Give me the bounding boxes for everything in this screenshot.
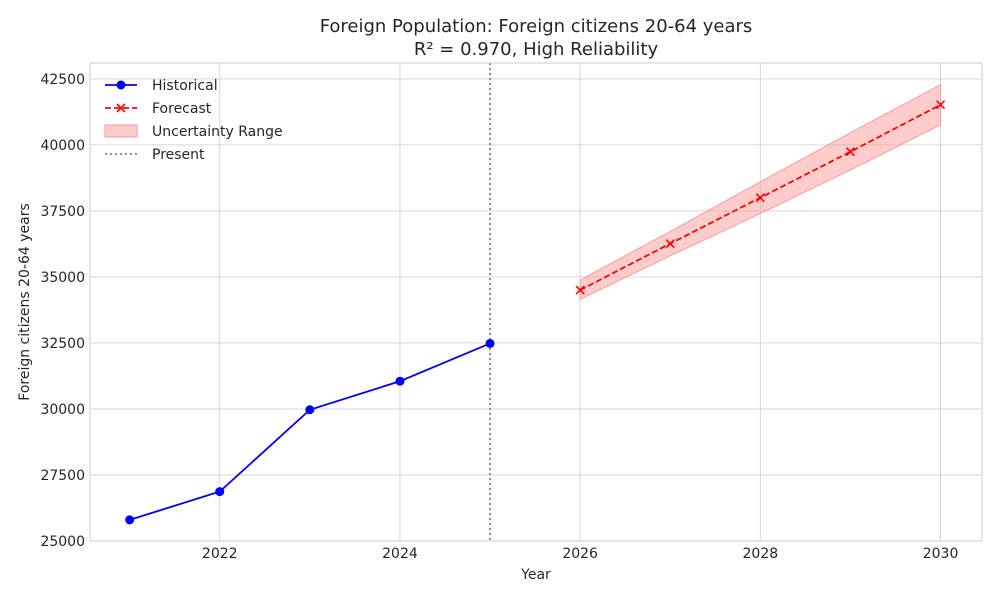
- legend-label-uncertainty: Uncertainty Range: [152, 124, 283, 140]
- legend-item-historical: Historical: [105, 78, 218, 94]
- series-line-historical: [129, 342, 491, 521]
- legend-item-forecast: Forecast: [105, 101, 212, 117]
- series-markers: [125, 100, 946, 525]
- legend-item-present: Present: [105, 147, 205, 163]
- legend-x-marker: [116, 103, 126, 113]
- legend: Historical Forecast Uncertainty Range Pr…: [104, 78, 283, 163]
- y-tick-label: 30000: [40, 402, 85, 418]
- legend-label-historical: Historical: [152, 78, 218, 94]
- data-point-historical: [305, 405, 315, 415]
- chart-subtitle: R² = 0.970, High Reliability: [414, 39, 659, 60]
- data-point-historical: [395, 376, 405, 386]
- data-point-forecast: [575, 285, 585, 295]
- data-point-forecast: [665, 239, 675, 249]
- y-tick-label: 42500: [40, 72, 85, 88]
- x-axis-label: Year: [520, 567, 551, 583]
- x-tick-label: 2028: [743, 546, 779, 562]
- x-tick-label: 2026: [562, 546, 598, 562]
- data-point-historical: [125, 515, 135, 525]
- uncertainty-area: [579, 83, 942, 301]
- x-tick-label: 2030: [923, 546, 959, 562]
- y-tick-label: 35000: [40, 270, 85, 286]
- uncertainty-band: [579, 83, 942, 301]
- y-tick-label: 25000: [40, 534, 85, 550]
- y-tick-label: 37500: [40, 204, 85, 220]
- data-point-historical: [215, 487, 225, 497]
- legend-label-present: Present: [152, 147, 205, 163]
- y-tick-label: 40000: [40, 138, 85, 154]
- y-tick-label: 27500: [40, 468, 85, 484]
- legend-item-uncertainty: Uncertainty Range: [104, 124, 283, 140]
- legend-label-forecast: Forecast: [152, 101, 212, 117]
- x-tick-label: 2024: [382, 546, 418, 562]
- tick-labels: 2022 2024 2026 2028 2030 25000 27500 30000 32500…: [40, 72, 958, 562]
- data-point-forecast: [755, 193, 765, 203]
- x-tick-label: 2022: [202, 546, 238, 562]
- y-tick-label: 32500: [40, 336, 85, 352]
- data-point-forecast: [935, 100, 946, 110]
- plot-frame: [89, 62, 983, 542]
- legend-circle-marker: [116, 80, 126, 90]
- chart-title: Foreign Population: Foreign citizens 20-…: [320, 16, 753, 37]
- data-point-forecast: [845, 147, 856, 157]
- y-axis-label: Foreign citizens 20-64 years: [17, 203, 33, 400]
- data-point-historical: [485, 338, 495, 348]
- legend-uncertainty-swatch: [104, 124, 138, 138]
